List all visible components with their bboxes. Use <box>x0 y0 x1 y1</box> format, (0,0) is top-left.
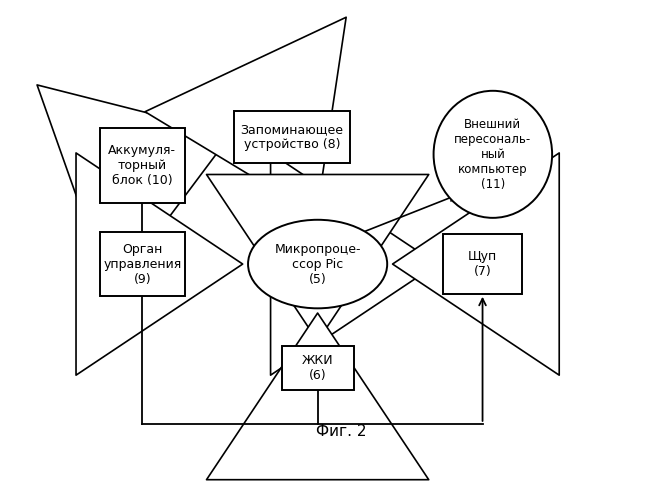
Bar <box>281 346 354 390</box>
Ellipse shape <box>248 220 387 308</box>
Bar <box>443 234 523 294</box>
Text: Щуп
(7): Щуп (7) <box>468 250 497 278</box>
Text: Фиг. 2: Фиг. 2 <box>316 424 366 439</box>
Text: Микропроце-
ссор Pic
(5): Микропроце- ссор Pic (5) <box>275 242 361 286</box>
Text: Внешний
пересональ-
ный
компьютер
(11): Внешний пересональ- ный компьютер (11) <box>454 118 531 191</box>
Text: Орган
управления
(9): Орган управления (9) <box>103 242 182 286</box>
Bar <box>234 111 350 163</box>
Text: ЖКИ
(6): ЖКИ (6) <box>302 354 333 382</box>
Bar <box>100 232 185 296</box>
Ellipse shape <box>434 91 552 218</box>
Text: Аккумуля-
торный
блок (10): Аккумуля- торный блок (10) <box>108 144 176 188</box>
Text: Запоминающее
устройство (8): Запоминающее устройство (8) <box>240 123 343 151</box>
Bar <box>100 128 185 204</box>
